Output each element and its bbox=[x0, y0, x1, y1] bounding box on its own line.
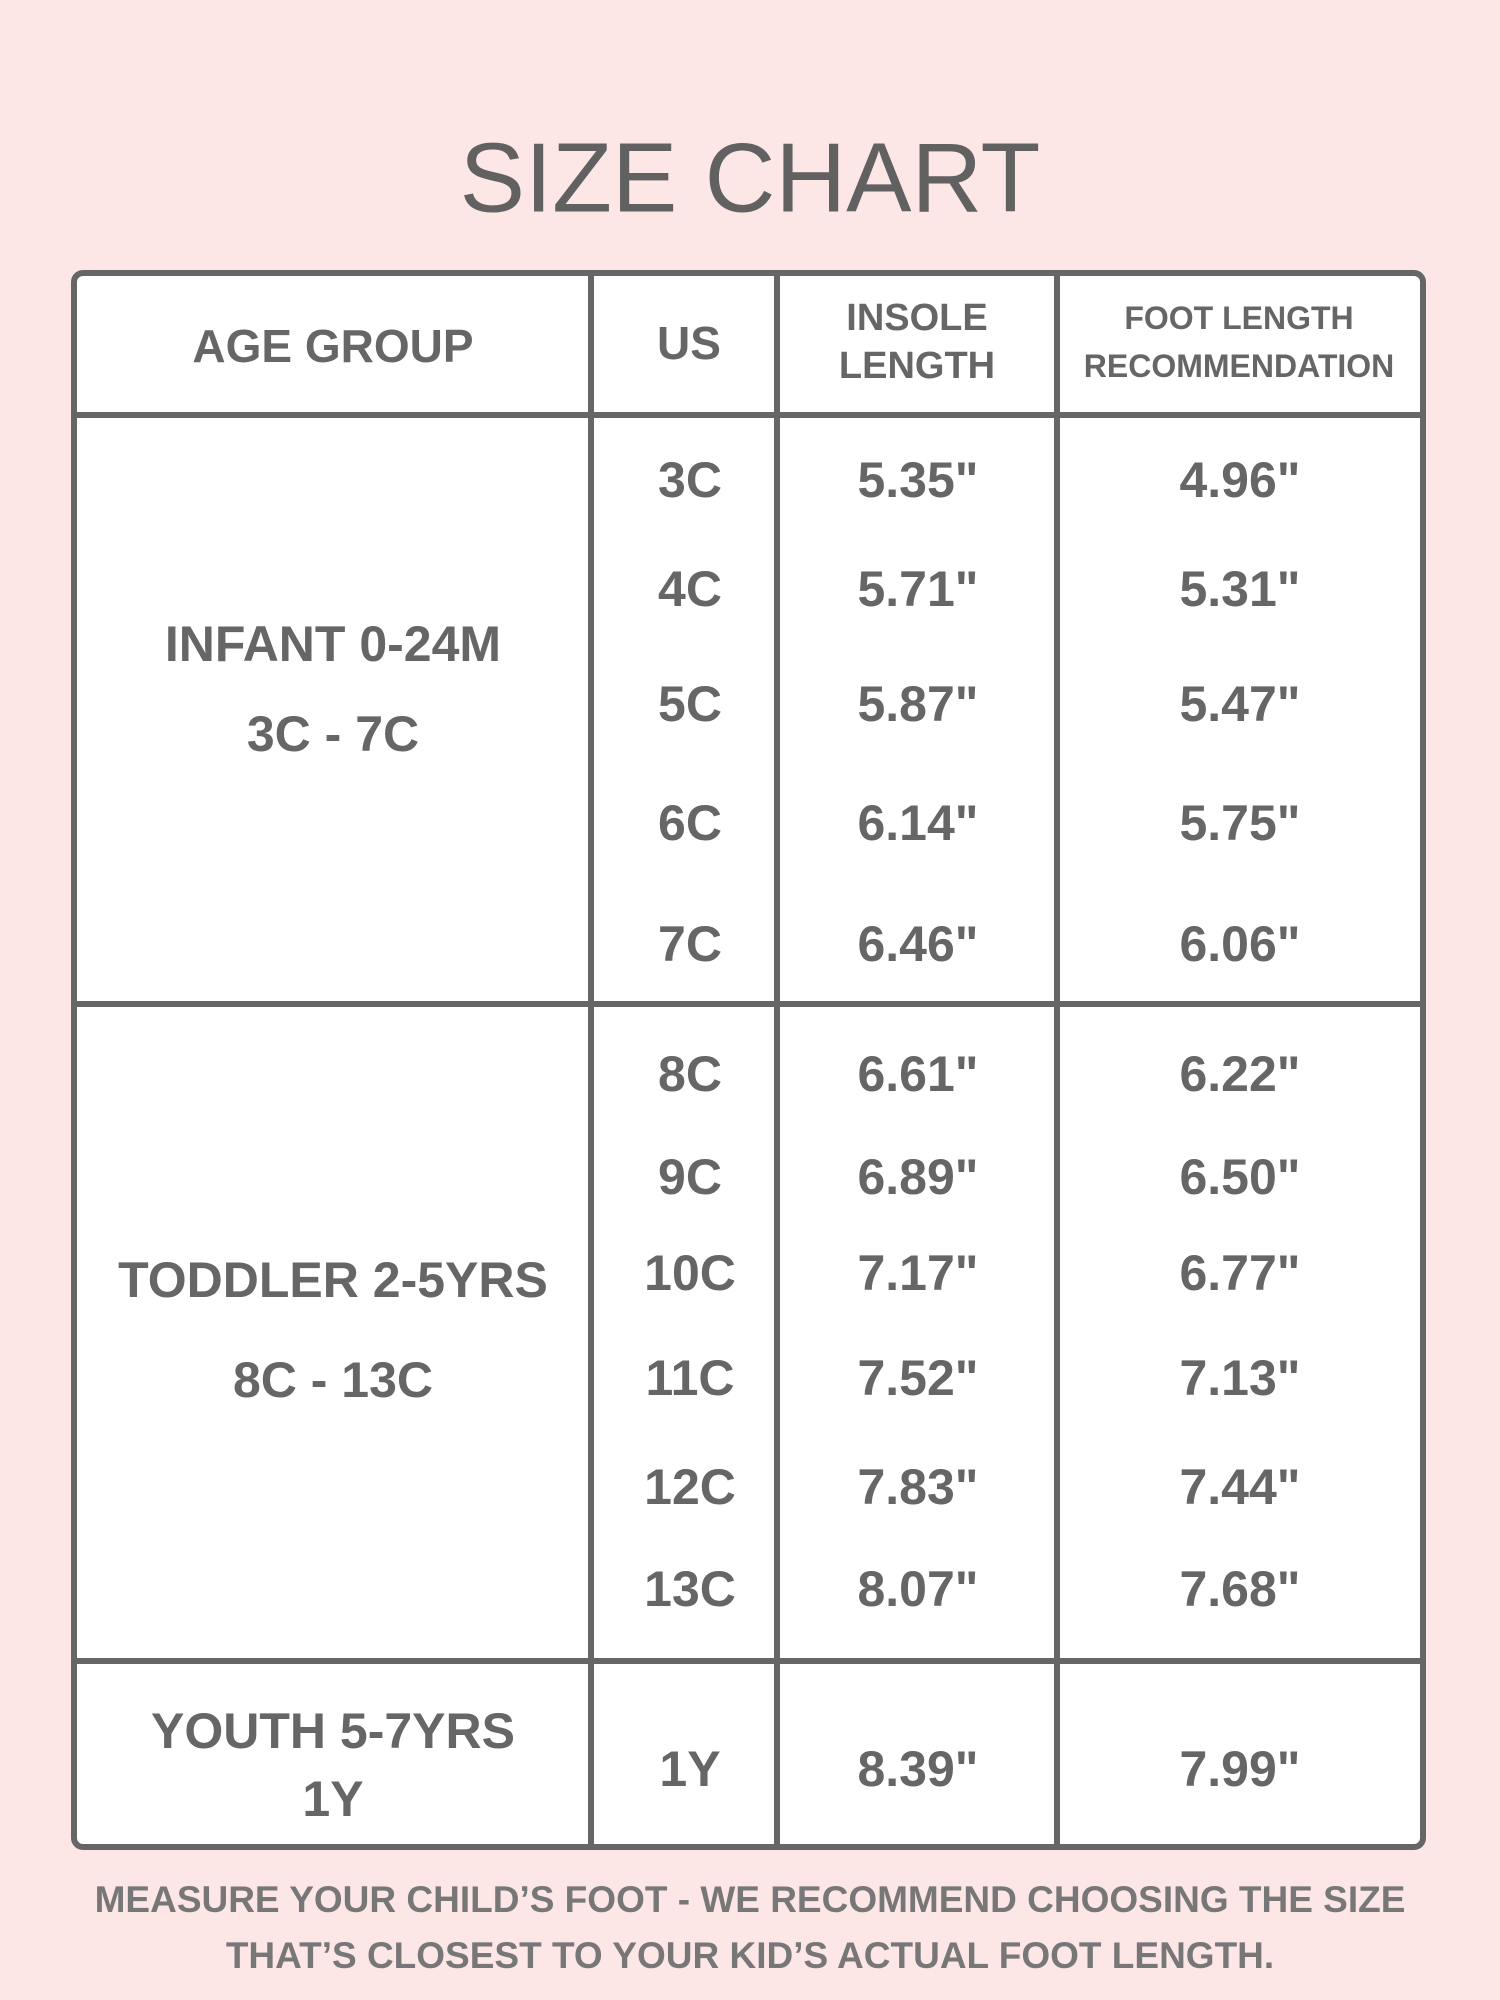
cell-us: 9C bbox=[658, 1149, 722, 1205]
cell-us: 10C bbox=[644, 1245, 736, 1301]
cell-foot: 7.13" bbox=[1179, 1350, 1301, 1406]
cell-us: 8C bbox=[658, 1046, 722, 1102]
group-infant-range: 3C - 7C bbox=[246, 706, 420, 762]
group-youth-label: YOUTH 5-7YRS bbox=[151, 1703, 515, 1759]
cell-insole: 6.14" bbox=[857, 795, 979, 851]
header-age-group: AGE GROUP bbox=[192, 320, 474, 372]
column-divider bbox=[1054, 270, 1060, 1850]
cell-us: 1Y bbox=[659, 1741, 721, 1797]
group-youth-range: 1Y bbox=[302, 1771, 364, 1827]
cell-foot: 5.47" bbox=[1179, 676, 1301, 732]
cell-foot: 5.75" bbox=[1179, 795, 1301, 851]
header-insole-line1: INSOLE bbox=[846, 297, 988, 339]
cell-insole: 7.17" bbox=[857, 1245, 979, 1301]
header-foot-length: FOOT LENGTH RECOMMENDATION bbox=[1084, 294, 1395, 390]
group-infant-label: INFANT 0-24M bbox=[164, 616, 502, 672]
cell-us: 6C bbox=[658, 795, 722, 851]
cell-us: 13C bbox=[644, 1561, 736, 1617]
cell-insole: 5.35" bbox=[857, 452, 979, 508]
cell-foot: 7.68" bbox=[1179, 1561, 1301, 1617]
cell-foot: 7.44" bbox=[1179, 1459, 1301, 1515]
cell-us: 5C bbox=[658, 676, 722, 732]
footer-note-line2: THAT’S CLOSEST TO YOUR KID’S ACTUAL FOOT… bbox=[225, 1935, 1275, 1976]
cell-insole: 7.83" bbox=[857, 1459, 979, 1515]
cell-insole: 5.87" bbox=[857, 676, 979, 732]
row-divider bbox=[71, 1001, 1426, 1007]
cell-us: 11C bbox=[645, 1350, 735, 1406]
cell-insole: 6.89" bbox=[857, 1149, 979, 1205]
header-foot-line2: RECOMMENDATION bbox=[1083, 348, 1395, 384]
cell-foot: 6.22" bbox=[1179, 1046, 1301, 1102]
header-insole-line2: LENGTH bbox=[838, 345, 996, 387]
group-toddler-range: 8C - 13C bbox=[232, 1352, 434, 1408]
cell-insole: 6.46" bbox=[857, 916, 979, 972]
cell-insole: 8.07" bbox=[857, 1561, 979, 1617]
cell-insole: 8.39" bbox=[857, 1741, 979, 1797]
cell-us: 12C bbox=[644, 1459, 736, 1515]
header-insole-length: INSOLE LENGTH bbox=[839, 294, 995, 390]
footer-note-line1: MEASURE YOUR CHILD’S FOOT - WE RECOMMEND… bbox=[94, 1879, 1406, 1920]
cell-foot: 7.99" bbox=[1179, 1741, 1301, 1797]
cell-insole: 5.71" bbox=[857, 561, 979, 617]
row-divider bbox=[71, 412, 1426, 418]
header-foot-line1: FOOT LENGTH bbox=[1124, 300, 1354, 336]
group-toddler-label: TODDLER 2-5YRS bbox=[118, 1252, 548, 1308]
cell-foot: 4.96" bbox=[1179, 452, 1301, 508]
cell-insole: 6.61" bbox=[857, 1046, 979, 1102]
cell-insole: 7.52" bbox=[857, 1350, 979, 1406]
row-divider bbox=[71, 1658, 1426, 1664]
column-divider bbox=[774, 270, 780, 1850]
cell-us: 4C bbox=[658, 561, 722, 617]
header-us: US bbox=[657, 317, 721, 369]
size-chart-table bbox=[71, 270, 1426, 1850]
cell-foot: 6.77" bbox=[1179, 1245, 1301, 1301]
cell-foot: 6.50" bbox=[1179, 1149, 1301, 1205]
cell-foot: 5.31" bbox=[1179, 561, 1301, 617]
cell-us: 3C bbox=[658, 452, 722, 508]
page-title: SIZE CHART bbox=[459, 122, 1041, 233]
cell-us: 7C bbox=[658, 916, 722, 972]
cell-foot: 6.06" bbox=[1179, 916, 1301, 972]
column-divider bbox=[588, 270, 594, 1850]
